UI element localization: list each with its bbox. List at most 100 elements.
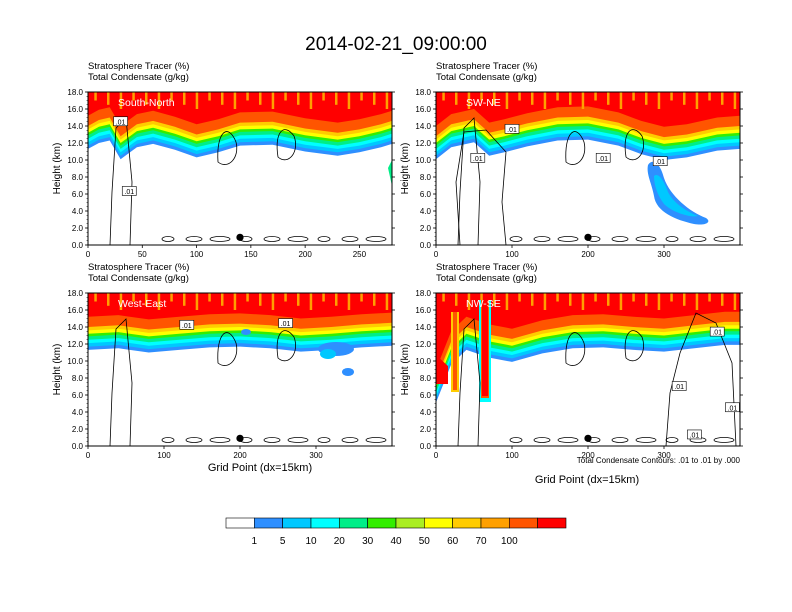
- y-tick-label: 4.0: [72, 408, 84, 417]
- contour-cloud-2: [624, 330, 644, 362]
- contour-label: .01: [728, 405, 738, 412]
- tracer-streak: [467, 92, 471, 109]
- x-tick-label: 100: [190, 250, 204, 259]
- contour-cloud-0: [109, 318, 133, 446]
- contour-label: .01: [712, 330, 722, 337]
- tracer-streak: [107, 92, 110, 105]
- tracer-streak: [132, 92, 135, 101]
- contour-low-cloud: [611, 437, 629, 443]
- tracer-streak: [322, 92, 325, 101]
- tracer-streak: [695, 293, 699, 310]
- tracer-streak: [347, 293, 351, 310]
- tracer-streak: [657, 92, 661, 109]
- y-tick-label: 16.0: [67, 306, 83, 315]
- y-tick-label: 18.0: [67, 289, 83, 298]
- location-marker: [584, 233, 592, 241]
- colorbar-swatch: [480, 517, 510, 529]
- y-tick-label: 14.0: [415, 323, 431, 332]
- tracer-streak: [259, 293, 262, 306]
- tracer-streak: [733, 293, 737, 310]
- tracer-streak: [505, 92, 509, 109]
- contour-cloud-1: [565, 131, 586, 165]
- tracer-streak: [505, 293, 509, 310]
- y-tick-label: 18.0: [415, 88, 431, 97]
- x-tick-label: 300: [309, 451, 323, 460]
- contour-low-cloud: [341, 236, 359, 242]
- x-tick-label: 0: [86, 451, 91, 460]
- colorbar-swatch: [338, 517, 368, 529]
- tracer-blob-core: [320, 349, 336, 359]
- colorbar-swatch: [282, 517, 312, 529]
- x-tick-label: 0: [434, 451, 439, 460]
- x-tick-label: 200: [298, 250, 312, 259]
- x-tick-label: 50: [138, 250, 147, 259]
- header-line-2: Total Condensate (g/kg): [88, 273, 189, 284]
- tracer-streak: [518, 293, 521, 302]
- tracer-streak: [594, 293, 597, 302]
- contour-label-box: [595, 153, 611, 163]
- tracer-streak: [297, 92, 300, 105]
- colorbar-label: 30: [362, 536, 374, 547]
- figure-title: 2014-02-21_09:00:00: [305, 34, 487, 55]
- contour-low-cloud: [161, 236, 175, 242]
- y-tick-label: 18.0: [67, 88, 83, 97]
- contour-low-cloud: [209, 437, 231, 443]
- x-axis-label-west-east: Grid Point (dx=15km): [208, 462, 312, 474]
- tracer-streak: [543, 293, 547, 310]
- tracer-band-0: [436, 293, 740, 370]
- contour-label: .01: [116, 119, 126, 126]
- y-tick-label: 6.0: [72, 190, 84, 199]
- x-tick-label: 0: [86, 250, 91, 259]
- header-line-2: Total Condensate (g/kg): [436, 273, 537, 284]
- tracer-streak: [657, 293, 661, 310]
- colorbar-label: 60: [447, 536, 459, 547]
- x-tick-label: 200: [581, 451, 595, 460]
- contour-label: .01: [507, 127, 517, 134]
- tracer-streak: [233, 92, 237, 109]
- contour-label: .01: [598, 156, 608, 163]
- tracer-streak: [683, 293, 686, 306]
- contour-low-cloud: [713, 437, 735, 443]
- colorbar-swatch: [423, 517, 453, 529]
- colorbar-swatch: [537, 517, 567, 529]
- x-tick-label: 200: [233, 451, 247, 460]
- contour-low-cloud: [611, 236, 629, 242]
- tracer-band-0: [88, 293, 392, 320]
- colorbar-swatch: [508, 517, 538, 529]
- tracer-streak: [708, 293, 711, 302]
- y-tick-label: 8.0: [72, 374, 84, 383]
- y-tick-label: 0.0: [420, 241, 432, 250]
- y-tick-label: 14.0: [415, 122, 431, 131]
- location-marker: [236, 434, 244, 442]
- contour-low-cloud: [365, 437, 387, 443]
- tracer-streak: [221, 92, 224, 105]
- y-axis-label: Height (km): [400, 143, 411, 195]
- tracer-streak: [467, 293, 471, 310]
- tracer-streak: [455, 92, 458, 105]
- tracer-streak: [373, 293, 376, 306]
- contour-label-box: [709, 326, 725, 337]
- contour-label-box: [121, 186, 137, 196]
- y-tick-label: 0.0: [72, 442, 84, 451]
- tracer-streak: [442, 92, 445, 101]
- y-tick-label: 4.0: [420, 408, 432, 417]
- y-tick-label: 16.0: [67, 105, 83, 114]
- panel-west-east: Stratosphere Tracer (%)Total Condensate …: [52, 262, 395, 460]
- colorbar-label: 10: [305, 536, 317, 547]
- colorbar-label: 100: [501, 536, 518, 547]
- tracer-streak: [347, 92, 351, 109]
- tracer-edge: [436, 355, 448, 384]
- contour-low-cloud: [689, 236, 707, 242]
- tracer-streak: [246, 92, 249, 101]
- x-tick-label: 100: [157, 451, 171, 460]
- contour-low-cloud: [161, 437, 175, 443]
- contour-note: Total Condensate Contours: .01 to .01 by…: [577, 456, 741, 465]
- contour-cloud-0: [457, 117, 481, 245]
- contour-cloud-1: [217, 131, 238, 165]
- tracer-streak: [607, 92, 610, 105]
- contour-cloud-1: [565, 332, 586, 366]
- tracer-streak: [94, 293, 97, 302]
- contour-low-cloud: [509, 437, 523, 443]
- tracer-fill: [88, 293, 392, 376]
- tracer-streak: [309, 92, 313, 109]
